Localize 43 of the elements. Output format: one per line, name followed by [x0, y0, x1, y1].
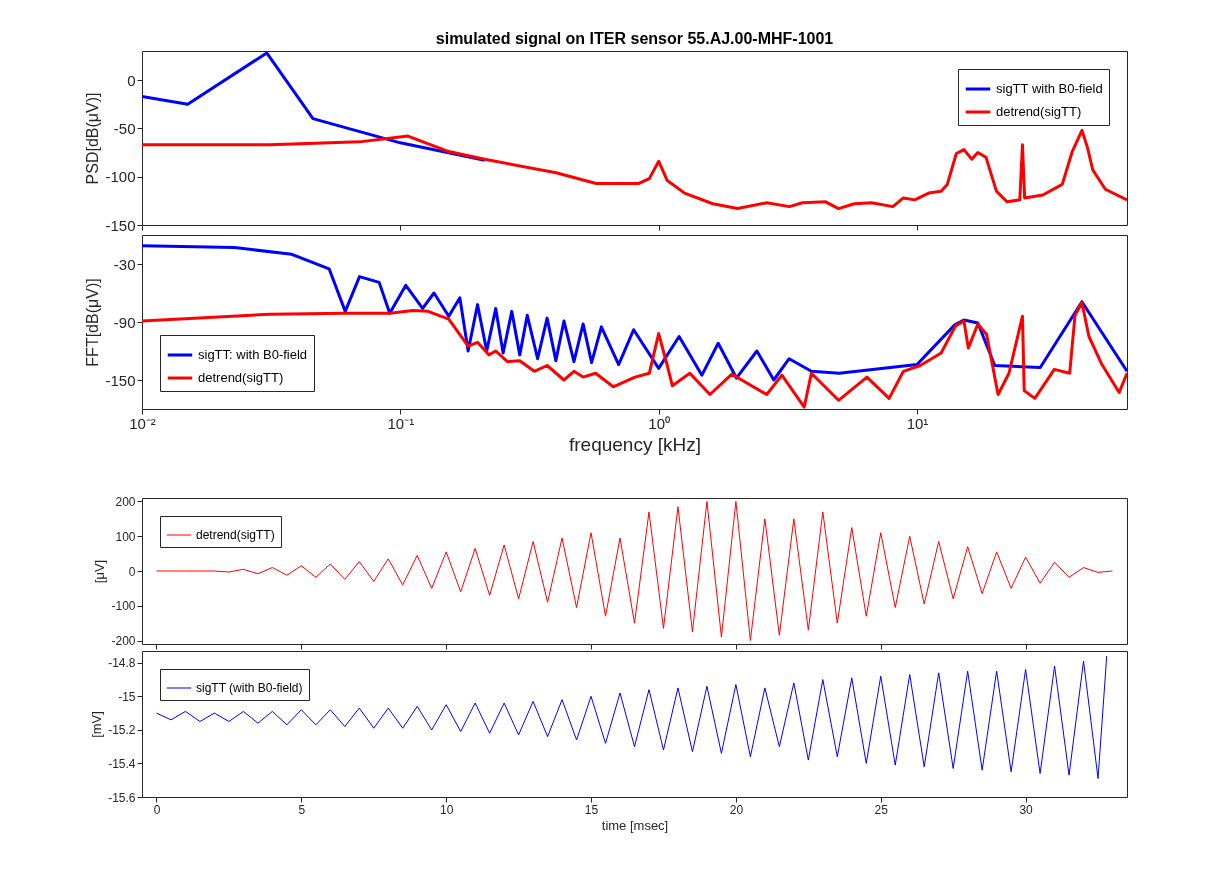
y-tick-label: -30 — [113, 255, 136, 273]
y-tick-label: -150 — [105, 371, 136, 389]
y-tick-label: 200 — [115, 494, 136, 509]
x-tick-label: 10¹ — [906, 414, 929, 432]
y-tick-label: -15.4 — [108, 756, 136, 771]
x-tick-label: 10⁻¹ — [387, 414, 415, 432]
x-tick-label: 10 — [440, 802, 454, 817]
y-tick-label: -90 — [113, 313, 136, 331]
x-tick-label: 0 — [153, 802, 161, 817]
y-tick-label: -100 — [111, 599, 136, 614]
x-axis-title: frequency [kHz] — [569, 433, 701, 455]
y-tick-label: 0 — [128, 564, 136, 579]
line-series — [155, 655, 1108, 780]
legend-label: sigTT: with B0-field — [198, 347, 308, 362]
chart-title: simulated signal on ITER sensor 55.AJ.00-MHF-1001 — [435, 30, 834, 47]
x-tick-label: 20 — [729, 802, 744, 817]
y-tick-label: -150 — [105, 216, 136, 234]
y-tick-label: -15 — [118, 689, 136, 704]
y-tick-label: 0 — [127, 71, 136, 89]
y-tick-label: -14.8 — [108, 656, 136, 671]
y-axis-title: [μV] — [92, 559, 108, 584]
x-tick-label: 5 — [298, 802, 306, 817]
x-axis-title: time [msec] — [601, 817, 669, 833]
legend-label: detrend(sigTT) — [196, 528, 275, 542]
legend-label: detrend(sigTT) — [198, 370, 284, 385]
y-axis-title: [mV] — [89, 711, 105, 738]
line-series — [155, 500, 1114, 642]
x-tick-label: 30 — [1019, 802, 1034, 817]
legend-label: sigTT with B0-field — [996, 81, 1103, 96]
legend-label: detrend(sigTT) — [996, 104, 1082, 119]
y-tick-label: -15.2 — [108, 723, 136, 738]
y-tick-label: -15.6 — [108, 790, 136, 805]
x-tick-label: 15 — [584, 802, 599, 817]
y-tick-label: -200 — [111, 634, 136, 649]
y-tick-label: -100 — [105, 168, 136, 186]
y-axis-title: FFT[dB(μV)] — [84, 278, 102, 367]
y-tick-label: 100 — [115, 529, 136, 544]
x-tick-label: 10⁰ — [648, 414, 671, 432]
x-tick-label: 10⁻² — [129, 414, 156, 432]
x-tick-label: 25 — [874, 802, 889, 817]
legend-label: sigTT (with B0-field) — [196, 681, 303, 695]
y-tick-label: -50 — [113, 119, 136, 137]
y-axis-title: PSD[dB(μV)] — [84, 92, 102, 185]
